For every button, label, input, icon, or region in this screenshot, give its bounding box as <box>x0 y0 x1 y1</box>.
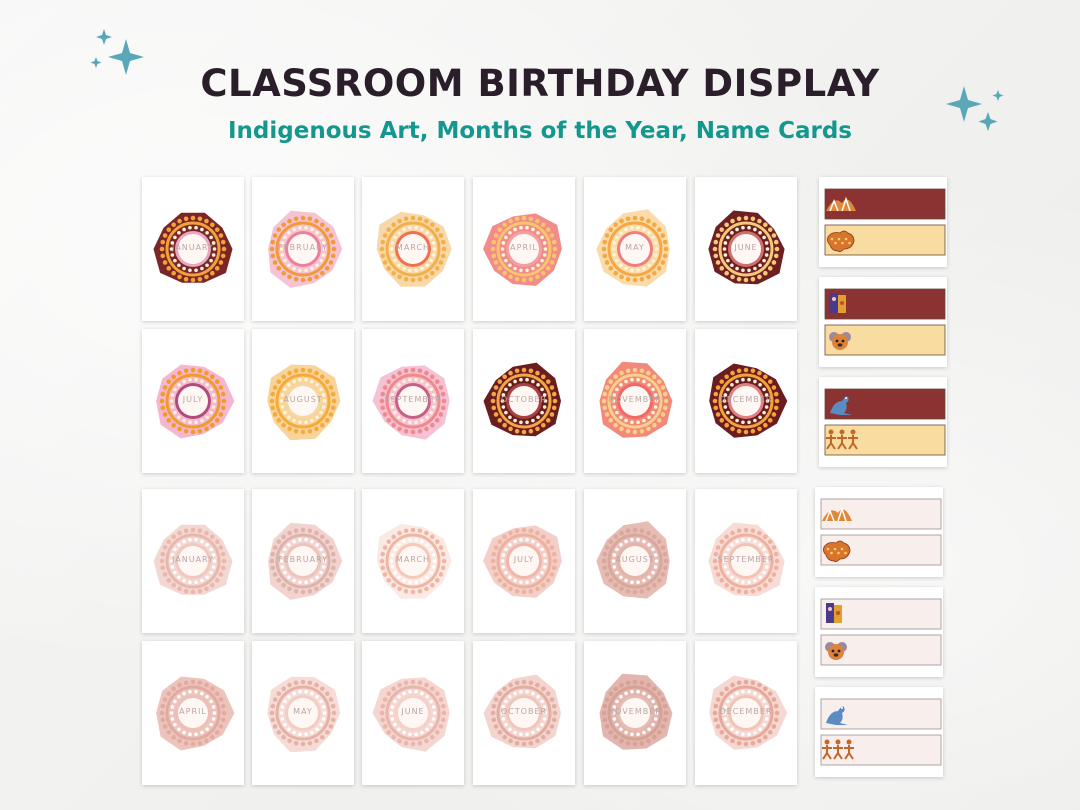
dot-art-circle-icon <box>483 674 561 749</box>
sparkle-icon-right <box>946 86 1004 131</box>
australia-map-icon <box>826 230 855 253</box>
name-card-4 <box>815 487 943 577</box>
month-label: APRIL <box>179 707 207 716</box>
dot-art-circle-icon <box>153 212 233 283</box>
name-card-2 <box>819 277 947 367</box>
month-card-october: OCTOBER <box>473 641 575 785</box>
month-label: MAY <box>293 707 313 716</box>
month-label: APRIL <box>510 243 538 252</box>
name-card-6 <box>815 687 943 777</box>
month-label: JUNE <box>734 243 758 252</box>
month-label: NOVEMBER <box>608 707 662 716</box>
australia-map-icon <box>822 540 851 563</box>
month-card-july: JULY <box>473 489 575 633</box>
page-title: CLASSROOM BIRTHDAY DISPLAY <box>200 62 880 105</box>
month-card-november: NOVEMBER <box>584 641 686 785</box>
dot-art-circle-icon <box>483 213 562 286</box>
dot-art-circle-icon <box>596 521 670 599</box>
month-card-june: JUNE <box>362 641 464 785</box>
dot-art-circle-icon <box>708 210 785 285</box>
month-label: DECEMBER <box>719 395 773 404</box>
dot-art-circle-icon <box>709 675 788 750</box>
koala-icon <box>829 332 851 350</box>
month-card-march: MARCH <box>362 489 464 633</box>
dot-art-circle-icon <box>267 364 341 441</box>
dot-art-circle-icon <box>376 211 452 287</box>
month-label: SEPTEMBER <box>384 395 442 404</box>
dot-art-circle-icon <box>483 362 561 437</box>
month-label: DECEMBER <box>719 707 773 716</box>
month-label: FEBRUARY <box>278 555 328 564</box>
month-label: JANUARY <box>172 555 214 564</box>
dot-art-circle-icon <box>599 361 673 438</box>
month-label: OCTOBER <box>500 707 548 716</box>
month-label: NOVEMBER <box>608 395 662 404</box>
totem-art-icon <box>830 293 846 313</box>
month-card-february: FEBRUARY <box>252 177 354 321</box>
month-card-april: APRIL <box>473 177 575 321</box>
month-card-june: JUNE <box>695 177 797 321</box>
month-label: FEBRUARY <box>278 243 328 252</box>
name-card-3 <box>819 377 947 467</box>
dot-art-circle-icon <box>156 676 235 751</box>
month-label: MARCH <box>395 243 431 252</box>
name-card-1 <box>819 177 947 267</box>
dot-art-circle-icon <box>268 522 343 600</box>
dot-art-circle-icon <box>268 210 343 288</box>
rock-art-icon <box>826 196 856 212</box>
name-strip-bottom <box>824 424 946 456</box>
kangaroo-icon <box>826 706 848 725</box>
month-label: AUGUST <box>615 555 655 564</box>
koala-icon <box>825 642 847 660</box>
month-label: JULY <box>513 555 535 564</box>
dot-art-circle-icon <box>599 673 673 750</box>
month-label: MARCH <box>395 555 431 564</box>
month-card-september: SEPTEMBER <box>695 489 797 633</box>
month-card-october: OCTOBER <box>473 329 575 473</box>
month-card-december: DECEMBER <box>695 641 797 785</box>
month-label: JANUARY <box>172 243 214 252</box>
dot-art-circle-icon <box>709 363 788 438</box>
month-card-march: MARCH <box>362 177 464 321</box>
month-label: SEPTEMBER <box>717 555 775 564</box>
month-card-december: DECEMBER <box>695 329 797 473</box>
rock-art-icon <box>822 506 852 522</box>
month-label: AUGUST <box>283 395 323 404</box>
month-card-august: AUGUST <box>252 329 354 473</box>
dot-art-circle-icon <box>372 365 450 440</box>
month-card-january: JANUARY <box>142 489 244 633</box>
name-card-5 <box>815 587 943 677</box>
month-card-november: NOVEMBER <box>584 329 686 473</box>
dot-art-circle-icon <box>596 209 670 287</box>
dot-art-circle-icon <box>267 676 341 753</box>
totem-art-icon <box>826 603 842 623</box>
page-subtitle: Indigenous Art, Months of the Year, Name… <box>228 118 852 144</box>
sparkle-icon-left <box>90 29 144 75</box>
dancers-icon <box>826 429 858 450</box>
month-label: JUNE <box>401 707 425 716</box>
month-card-january: JANUARY <box>142 177 244 321</box>
dot-art-circle-icon <box>153 524 233 595</box>
name-strip-bottom <box>820 734 942 766</box>
month-card-february: FEBRUARY <box>252 489 354 633</box>
dot-art-circle-icon <box>708 522 785 597</box>
dot-art-circle-icon <box>372 677 450 752</box>
month-card-july: JULY <box>142 329 244 473</box>
month-label: JULY <box>182 395 204 404</box>
month-card-may: MAY <box>252 641 354 785</box>
dot-art-circle-icon <box>156 364 235 439</box>
dot-art-circle-icon <box>376 523 452 599</box>
month-label: MAY <box>625 243 645 252</box>
kangaroo-icon <box>830 396 852 415</box>
month-card-september: SEPTEMBER <box>362 329 464 473</box>
month-card-april: APRIL <box>142 641 244 785</box>
dancers-icon <box>822 739 854 760</box>
month-label: OCTOBER <box>500 395 548 404</box>
dot-art-circle-icon <box>483 525 562 598</box>
month-card-august: AUGUST <box>584 489 686 633</box>
month-card-may: MAY <box>584 177 686 321</box>
